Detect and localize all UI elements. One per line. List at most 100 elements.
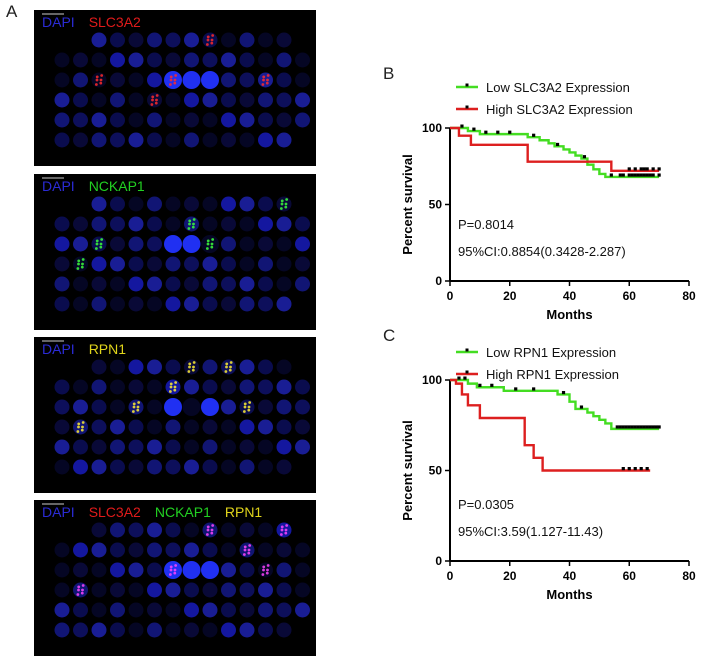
stain-signal — [247, 548, 251, 552]
stain-signal — [99, 242, 103, 246]
censor-mark — [457, 376, 461, 380]
stain-signal — [262, 565, 266, 569]
tissue-core — [128, 296, 144, 312]
tissue-core — [276, 296, 292, 312]
stain-label: RPN1 — [88, 341, 127, 357]
tissue-core — [54, 236, 70, 252]
tissue-core — [276, 196, 292, 212]
stain-signal — [95, 78, 99, 82]
tissue-core — [110, 256, 125, 272]
tissue-core — [73, 379, 88, 395]
stain-signal — [205, 43, 209, 46]
stain-signal — [151, 95, 155, 99]
tissue-core — [239, 522, 255, 538]
censor-mark — [642, 173, 646, 177]
tissue-core — [184, 359, 199, 375]
tissue-core — [147, 196, 162, 212]
tissue-core — [184, 582, 199, 598]
stain-label: NCKAP1 — [154, 504, 211, 520]
tissue-core — [128, 622, 144, 638]
censor-mark — [490, 383, 494, 387]
stain-signal — [132, 402, 136, 406]
tissue-core — [128, 256, 144, 272]
tissue-core — [110, 562, 125, 578]
tissue-core — [276, 72, 292, 88]
tissue-core — [110, 602, 125, 618]
tissue-core — [147, 602, 162, 618]
censor-mark — [478, 383, 482, 387]
tissue-core — [221, 379, 236, 395]
stain-signal — [173, 81, 177, 85]
tissue-core — [128, 542, 144, 558]
legend-label: Low SLC3A2 Expression — [486, 80, 630, 95]
y-tick-label: 50 — [429, 464, 443, 478]
tissue-core — [239, 542, 255, 558]
tissue-core — [221, 419, 236, 435]
stain-signal — [210, 531, 214, 535]
stain-signal — [173, 78, 177, 82]
stain-signal — [155, 94, 159, 97]
tissue-core — [110, 399, 125, 415]
stain-signal — [95, 239, 99, 243]
tissue-core — [239, 72, 255, 88]
stain-signal — [77, 588, 80, 592]
tissue-core — [184, 419, 199, 435]
tissue-core — [295, 562, 310, 578]
stain-signal — [266, 564, 270, 567]
tissue-core — [202, 582, 218, 598]
stain-signal — [266, 78, 269, 82]
tissue-core — [54, 582, 70, 598]
tissue-core — [91, 216, 107, 232]
stain-signal — [188, 222, 191, 226]
legend-label: Low RPN1 Expression — [486, 345, 616, 360]
stain-signal — [247, 405, 251, 409]
tissue-core — [295, 419, 310, 435]
tissue-core — [54, 399, 70, 415]
tissue-core — [91, 52, 107, 68]
tissue-core — [182, 398, 201, 416]
censor-mark — [621, 467, 625, 471]
tissue-core — [54, 216, 70, 232]
tissue-core — [73, 542, 88, 558]
tissue-core — [73, 236, 88, 252]
tissue-core — [221, 236, 236, 252]
tissue-core — [128, 459, 144, 475]
tissue-core — [165, 296, 181, 312]
tissue-core — [165, 582, 181, 598]
tissue-core — [110, 359, 125, 375]
censor-mark — [657, 167, 661, 171]
tissue-core — [73, 622, 88, 638]
stain-signal — [169, 568, 173, 572]
censor-mark — [618, 425, 622, 429]
stain-signal — [279, 207, 283, 210]
stain-signal — [76, 593, 80, 596]
stain-signal — [173, 385, 177, 389]
censor-mark — [460, 124, 464, 128]
tissue-core — [73, 602, 88, 618]
stain-signal — [192, 365, 195, 369]
tissue-core — [165, 112, 181, 128]
tissue-core — [128, 32, 144, 48]
tissue-core — [202, 379, 218, 395]
y-tick-label: 0 — [435, 274, 442, 288]
tissue-core — [221, 522, 236, 538]
tissue-core — [201, 235, 219, 253]
tissue-core — [295, 256, 310, 272]
survival-curve-high — [450, 126, 660, 173]
censor-mark — [582, 155, 587, 159]
stain-signal — [265, 81, 269, 85]
tissue-core — [147, 296, 162, 312]
tissue-core — [258, 522, 273, 538]
tissue-core — [239, 622, 255, 638]
stain-signal — [206, 525, 210, 529]
stain-signal — [187, 227, 191, 230]
stain-label: DAPI — [42, 178, 75, 194]
tissue-core — [165, 379, 181, 395]
tissue-core — [73, 256, 88, 272]
stain-signal — [77, 422, 81, 426]
stain-signal — [284, 202, 288, 206]
tissue-core — [110, 216, 125, 232]
stain-signal — [261, 83, 265, 86]
tissue-core — [73, 52, 88, 68]
tissue-core — [202, 32, 218, 48]
